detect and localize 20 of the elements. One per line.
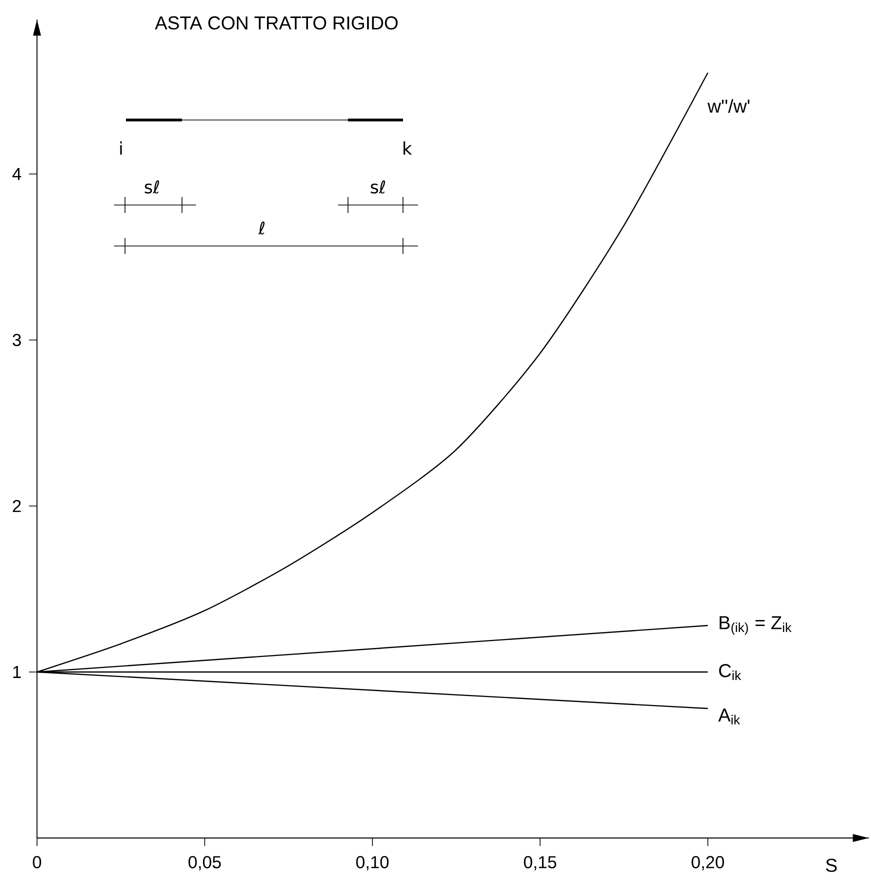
x-tick-label: 0: [32, 856, 42, 868]
y-tick-label: 2: [12, 500, 21, 512]
annotation: sℓ: [370, 180, 386, 194]
x-tick-label: 0,15: [524, 856, 556, 870]
y-tick-label: 3: [12, 334, 21, 346]
annotation: k: [404, 141, 412, 155]
series-label: B$_{(ik)}$ = Z$_{ik}$: [720, 616, 792, 635]
annotation: sℓ: [144, 180, 160, 194]
chart-title: ASTA CON TRATTO RIGIDO: [154, 16, 398, 30]
annotation: i: [120, 141, 122, 155]
series-label: w''/w': [708, 99, 750, 113]
x-tick-label: 0,10: [356, 856, 389, 870]
series-label: A$_{ik}$: [718, 708, 740, 724]
x-tick-label: 0,05: [188, 856, 221, 870]
x-tick-label: 0,20: [692, 856, 724, 870]
annotation: ℓ: [258, 221, 265, 235]
y-tick-label: 1: [13, 666, 21, 678]
series-label: C$_{ik}$: [719, 664, 742, 680]
y-tick-label: 4: [12, 168, 22, 180]
x-axis-title: S: [826, 858, 837, 872]
